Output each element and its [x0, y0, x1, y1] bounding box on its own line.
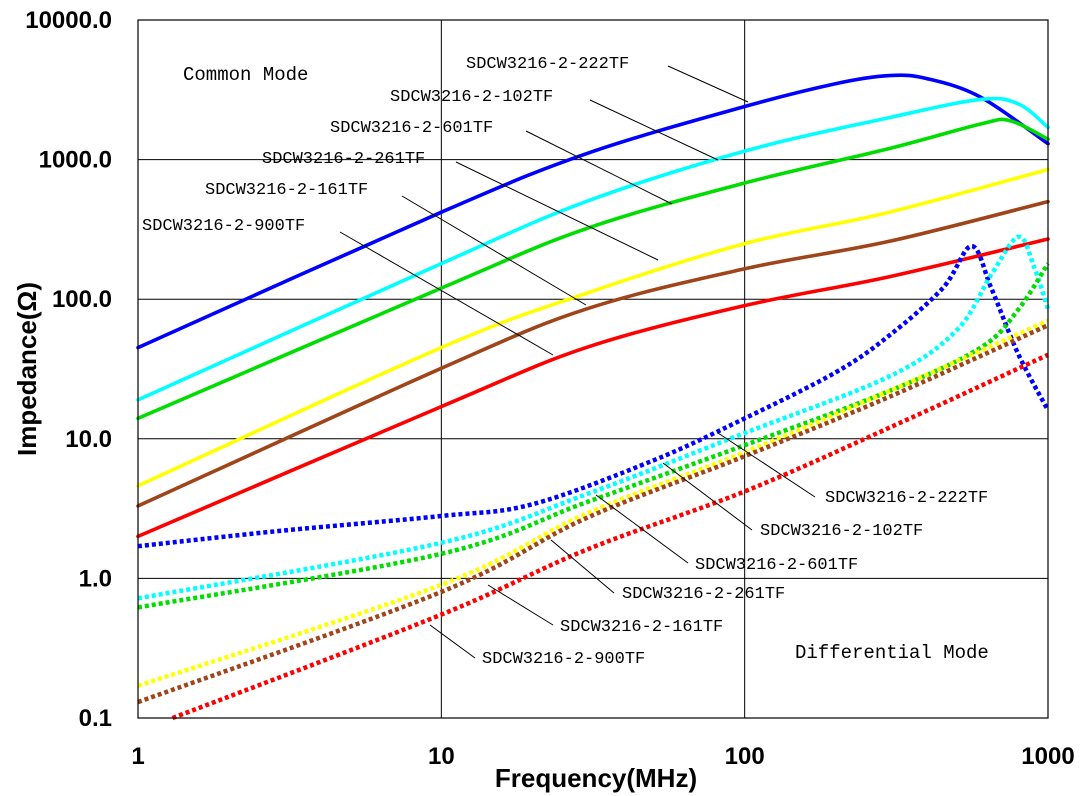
plot-frame	[137, 19, 1049, 719]
series-line-differential-sdcw3216-2-222tf	[137, 243, 1050, 549]
label-common-sdcw3216-2-222tf: SDCW3216-2-222TF	[466, 55, 629, 74]
label-differential-sdcw3216-2-900tf: SDCW3216-2-900TF	[482, 650, 645, 669]
series-lines	[136, 73, 1051, 721]
x-tick-label: 100	[725, 743, 765, 770]
leader-line	[550, 539, 615, 594]
leader-line	[487, 584, 554, 626]
leader-line	[717, 432, 816, 498]
series-line-differential-sdcw3216-2-900tf	[171, 352, 1049, 721]
leader-line	[429, 624, 476, 659]
x-axis-title: Frequency(MHz)	[495, 763, 697, 793]
series-line-differential-sdcw3216-2-102tf	[137, 234, 1051, 601]
series-line-common-sdcw3216-2-261tf	[136, 167, 1050, 488]
x-tick-label: 1	[131, 743, 144, 770]
y-tick-label: 1.0	[79, 565, 112, 592]
series-line-differential-sdcw3216-2-601tf	[137, 262, 1050, 610]
y-axis-title: Impedance(Ω)	[12, 282, 42, 456]
leader-line	[401, 195, 587, 306]
leader-line	[339, 231, 554, 356]
y-tick-labels: 0.1 1.0 10.0 100.0 1000.0 10000.0	[25, 7, 112, 732]
leader-line	[667, 65, 749, 103]
leader-line	[455, 161, 659, 261]
series-line-common-sdcw3216-2-900tf	[136, 237, 1050, 539]
leader-line	[589, 99, 719, 161]
label-differential-sdcw3216-2-601tf: SDCW3216-2-601TF	[695, 556, 858, 575]
series-line-differential-sdcw3216-2-261tf	[137, 318, 1049, 688]
grid	[138, 20, 1048, 718]
x-tick-labels: 1 10 100 1000	[131, 743, 1074, 770]
label-common-sdcw3216-2-261tf: SDCW3216-2-261TF	[262, 150, 425, 169]
y-tick-label: 10.0	[65, 426, 112, 453]
common-mode-label: Common Mode	[183, 64, 308, 86]
series-line-common-sdcw3216-2-222tf	[136, 73, 1050, 350]
x-tick-label: 10	[428, 743, 455, 770]
label-common-sdcw3216-2-102tf: SDCW3216-2-102TF	[390, 88, 553, 107]
series-line-common-sdcw3216-2-161tf	[136, 199, 1050, 508]
leader-line	[525, 130, 673, 205]
y-tick-label: 10000.0	[25, 7, 112, 34]
series-labels: SDCW3216-2-222TF SDCW3216-2-102TF SDCW3216…	[142, 55, 988, 669]
y-tick-label: 1000.0	[39, 147, 112, 174]
series-line-common-sdcw3216-2-601tf	[136, 117, 1050, 421]
label-differential-sdcw3216-2-261tf: SDCW3216-2-261TF	[622, 585, 785, 604]
label-common-sdcw3216-2-900tf: SDCW3216-2-900TF	[142, 217, 305, 236]
label-differential-sdcw3216-2-222tf: SDCW3216-2-222TF	[825, 489, 988, 508]
series-line-differential-sdcw3216-2-161tf	[137, 323, 1049, 705]
series-line-common-sdcw3216-2-102tf	[136, 96, 1050, 402]
label-differential-sdcw3216-2-102tf: SDCW3216-2-102TF	[760, 522, 923, 541]
label-differential-sdcw3216-2-161tf: SDCW3216-2-161TF	[560, 618, 723, 637]
y-tick-label: 0.1	[79, 705, 112, 732]
label-common-sdcw3216-2-601tf: SDCW3216-2-601TF	[330, 119, 493, 138]
leader-line	[595, 494, 689, 564]
y-tick-label: 100.0	[52, 286, 112, 313]
label-common-sdcw3216-2-161tf: SDCW3216-2-161TF	[205, 181, 368, 200]
differential-mode-label: Differential Mode	[795, 642, 989, 664]
leader-line	[662, 462, 753, 531]
x-tick-label: 1000	[1021, 743, 1074, 770]
